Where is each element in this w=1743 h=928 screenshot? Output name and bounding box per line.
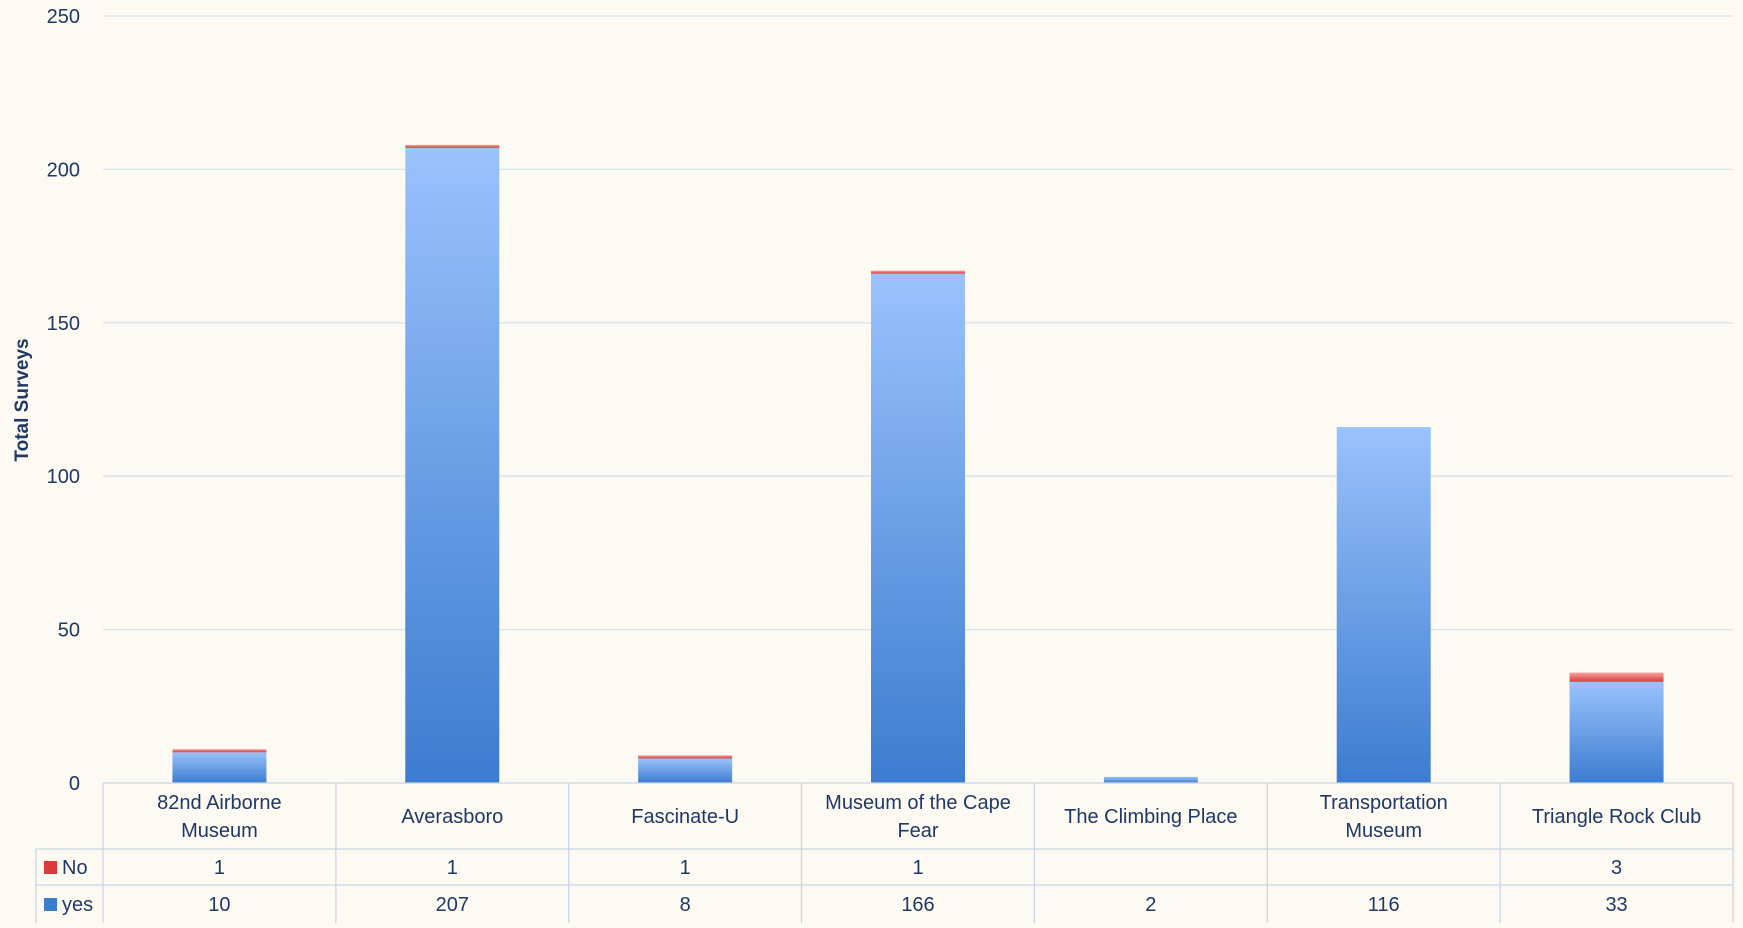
bar-yes <box>1103 776 1198 783</box>
category-label: Averasboro <box>401 806 503 828</box>
category-label: Fascinate-U <box>631 806 739 828</box>
category-label: Transportation <box>1320 792 1448 814</box>
data-table-value: 207 <box>436 894 469 916</box>
bars <box>172 144 1664 783</box>
y-axis-title: Total Surveys <box>12 338 33 461</box>
legend-key-yes <box>44 898 57 911</box>
category-label: 82nd Airborne <box>157 792 282 814</box>
bar-no <box>638 755 733 759</box>
category-label: Fear <box>897 820 938 842</box>
data-table-value: 2 <box>1145 894 1156 916</box>
category-label: Museum <box>181 820 258 842</box>
data-table-value: 8 <box>680 894 691 916</box>
legend-key-no <box>44 861 57 874</box>
bar-no <box>1569 672 1664 682</box>
data-table-value: 166 <box>901 894 934 916</box>
y-tick-label: 200 <box>47 159 80 181</box>
bar-yes <box>172 752 267 783</box>
data-table: 82nd Airborne Museum Averasboro Fascinate-U… <box>35 782 1734 923</box>
bar-yes <box>405 147 500 783</box>
data-table-value: 116 <box>1368 894 1400 916</box>
data-table-value: 10 <box>208 894 230 916</box>
bar-yes <box>1336 427 1431 783</box>
bar-yes <box>638 758 733 783</box>
bar-no <box>172 749 267 753</box>
y-tick-label: 0 <box>69 773 80 795</box>
data-table-value: 1 <box>214 857 225 879</box>
category-label: Triangle Rock Club <box>1532 806 1701 828</box>
data-table-value: 33 <box>1605 894 1627 916</box>
bar-yes <box>1569 681 1664 783</box>
bar-yes <box>871 273 965 783</box>
data-table-value: 1 <box>447 857 458 879</box>
category-label: Museum of the Cape <box>825 792 1011 814</box>
category-label: Museum <box>1345 820 1422 842</box>
y-tick-label: 100 <box>47 466 80 488</box>
y-axis-ticks: 0 50 100 150 200 250 <box>47 6 80 795</box>
legend-label: yes <box>62 894 93 916</box>
bar-no <box>871 270 965 274</box>
data-table-value: 1 <box>912 857 923 879</box>
y-tick-label: 150 <box>47 313 80 335</box>
y-tick-label: 50 <box>58 620 80 642</box>
category-label: The Climbing Place <box>1064 806 1237 828</box>
legend-label: No <box>62 857 88 879</box>
bar-no <box>405 144 500 148</box>
data-table-value: 1 <box>680 857 691 879</box>
data-table-value: 3 <box>1611 857 1622 879</box>
y-tick-label: 250 <box>47 6 80 28</box>
